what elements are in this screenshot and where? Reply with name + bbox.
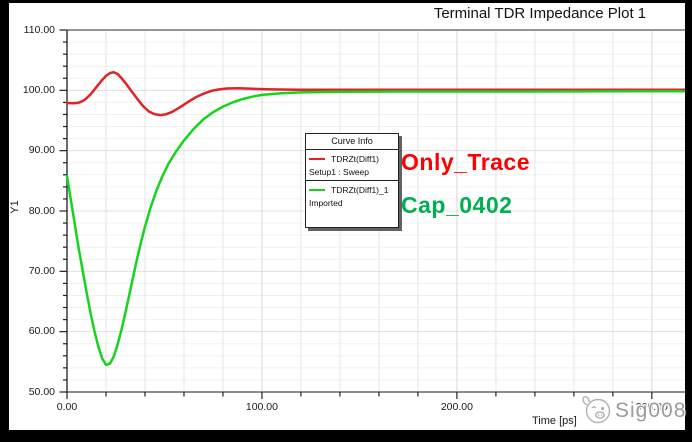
curve-Only_Trace[interactable]: [65, 70, 685, 117]
legend-entry-red[interactable]: TDRZt(Diff1) Setup1 : Sweep: [306, 150, 398, 180]
x-tick-label: 200.00: [440, 401, 473, 413]
legend-entry-green[interactable]: TDRZt(Diff1)_1 Imported: [306, 180, 398, 211]
legend-header: Curve Info: [306, 134, 398, 150]
x-tick-label: 0.00: [56, 401, 78, 413]
y-tick-label: 70.00: [28, 264, 55, 277]
y-tick-label: 80.00: [28, 204, 55, 217]
annotation-only-trace: Only_Trace: [401, 149, 531, 175]
x-tick-label: 300.00: [635, 401, 668, 413]
plot-canvas[interactable]: [9, 3, 685, 430]
plot-window: Terminal TDR Impedance Plot 1 110.00 100.…: [9, 3, 685, 430]
red-curve-swatch-icon: [309, 158, 325, 160]
y-tick-label: 110.00: [23, 23, 55, 36]
legend-curve-name: TDRZt(Diff1)_1: [331, 185, 389, 195]
watermark: Sig008: [579, 395, 686, 427]
y-tick-label: 60.00: [28, 325, 55, 338]
y-tick-label: 90.00: [28, 144, 55, 157]
x-tick-label: 100.00: [245, 401, 278, 413]
legend-curve-sub: Setup1 : Sweep: [309, 167, 370, 177]
annotation-cap-0402: Cap_0402: [401, 192, 513, 218]
legend-box[interactable]: Curve Info TDRZt(Diff1) Setup1 : Sweep T…: [305, 133, 399, 228]
plot-title: Terminal TDR Impedance Plot 1: [433, 5, 647, 22]
x-axis-label: Time [ps]: [532, 415, 577, 427]
green-curve-swatch-icon: [309, 189, 325, 191]
legend-curve-sub: Imported: [309, 198, 343, 208]
curve-Cap_0402[interactable]: [65, 89, 685, 367]
y-axis-label: Y1: [9, 200, 21, 214]
y-tick-label: 100.00: [22, 83, 55, 96]
legend-curve-name: TDRZt(Diff1): [331, 154, 380, 164]
pig-logo-icon: [582, 396, 611, 424]
watermark-text: Sig008: [615, 399, 687, 422]
y-tick-label: 50.00: [28, 385, 55, 398]
